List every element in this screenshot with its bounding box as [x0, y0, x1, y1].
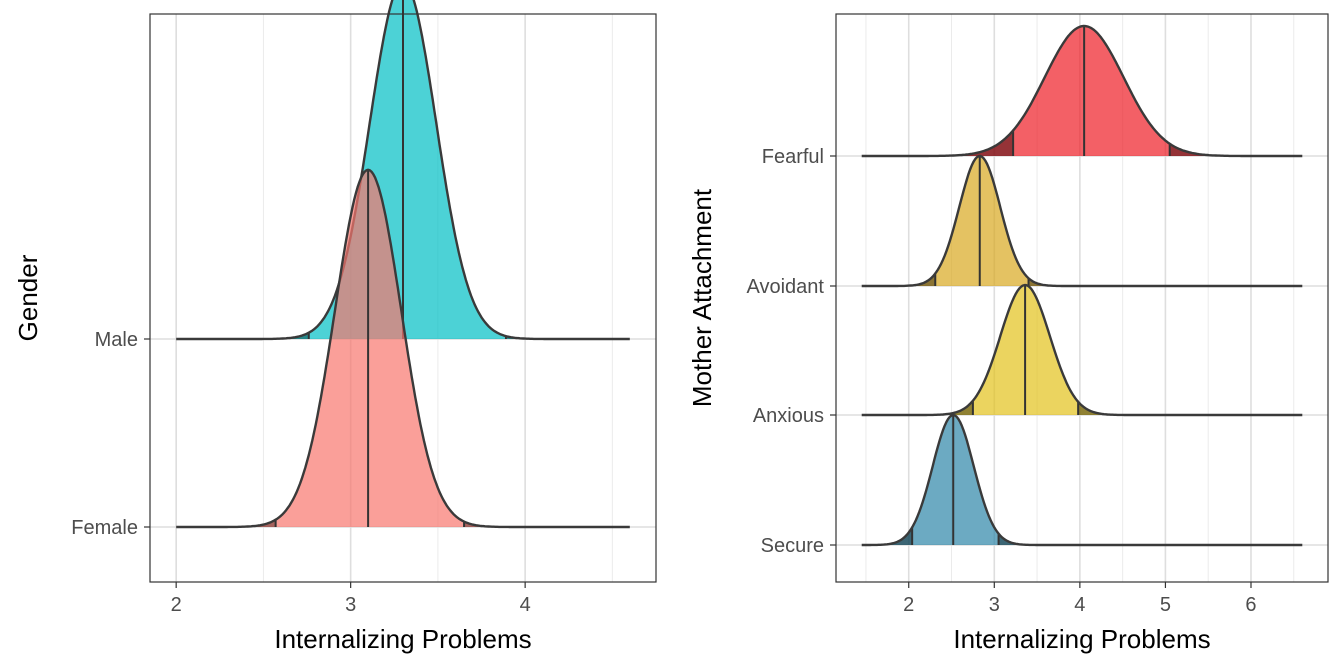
gender-y-label-female: Female: [71, 517, 138, 539]
gender-ridges: [176, 0, 630, 529]
gender-x-tick-label: 2: [171, 594, 182, 616]
attachment-x-tick-label: 4: [1074, 594, 1085, 616]
attachment-ridge-fearful: [861, 24, 1303, 158]
central-interval-area: [275, 169, 465, 527]
attachment-x-tick-label: 3: [989, 594, 1000, 616]
attachment-x-tick-label: 2: [903, 594, 914, 616]
density-outline: [861, 154, 1303, 288]
upper-tail-area: [1169, 143, 1303, 156]
attachment-ridge-avoidant: [861, 154, 1303, 288]
lower-tail-area: [176, 332, 309, 339]
attachment-x-tick-label: 5: [1160, 594, 1171, 616]
gender-y-label-male: Male: [95, 329, 138, 351]
attachment-y-label-avoidant: Avoidant: [747, 276, 825, 298]
gender-x-tick-label: 3: [345, 594, 356, 616]
lower-tail-area: [861, 400, 973, 415]
gender-y-axis: Female Male: [71, 329, 150, 539]
central-interval-area: [935, 156, 1029, 286]
density-outline: [861, 24, 1303, 158]
attachment-y-axis-title: Mother Attachment: [687, 188, 717, 407]
attachment-x-axis: 2 3 4 5 6: [903, 582, 1257, 616]
gender-x-axis: 2 3 4: [171, 582, 531, 616]
attachment-ridge-anxious: [861, 283, 1303, 417]
attachment-y-label-anxious: Anxious: [753, 405, 824, 427]
gender-y-axis-title: Gender: [13, 254, 43, 341]
attachment-panel: 2 3 4 5 6 Secure Anxious Avoidant Fearful Inter…: [687, 13, 1329, 654]
lower-tail-area: [176, 519, 276, 527]
lower-tail-area: [861, 527, 913, 545]
lower-tail-area: [861, 273, 936, 286]
attachment-plot-frame: [835, 13, 1329, 583]
gender-ridge-female: [176, 168, 630, 529]
attachment-x-axis-title: Internalizing Problems: [953, 624, 1210, 654]
gender-plot-frame: [149, 13, 657, 583]
density-outline: [176, 168, 630, 529]
central-interval-area: [912, 415, 999, 545]
attachment-y-label-fearful: Fearful: [762, 146, 824, 168]
gender-x-tick-label: 4: [520, 594, 531, 616]
density-outline: [176, 0, 630, 341]
gender-panel: 2 3 4 Female Male Internalizing Problems Ge…: [13, 0, 657, 654]
attachment-y-axis: Secure Anxious Avoidant Fearful: [747, 146, 836, 557]
attachment-ridge-secure: [861, 413, 1303, 547]
attachment-ridges: [861, 24, 1303, 547]
attachment-x-tick-label: 6: [1245, 594, 1256, 616]
density-outline: [861, 283, 1303, 417]
central-interval-area: [1013, 26, 1170, 156]
lower-tail-area: [861, 130, 1014, 156]
gender-x-axis-title: Internalizing Problems: [274, 624, 531, 654]
attachment-y-label-secure: Secure: [761, 535, 824, 557]
density-outline: [861, 413, 1303, 547]
